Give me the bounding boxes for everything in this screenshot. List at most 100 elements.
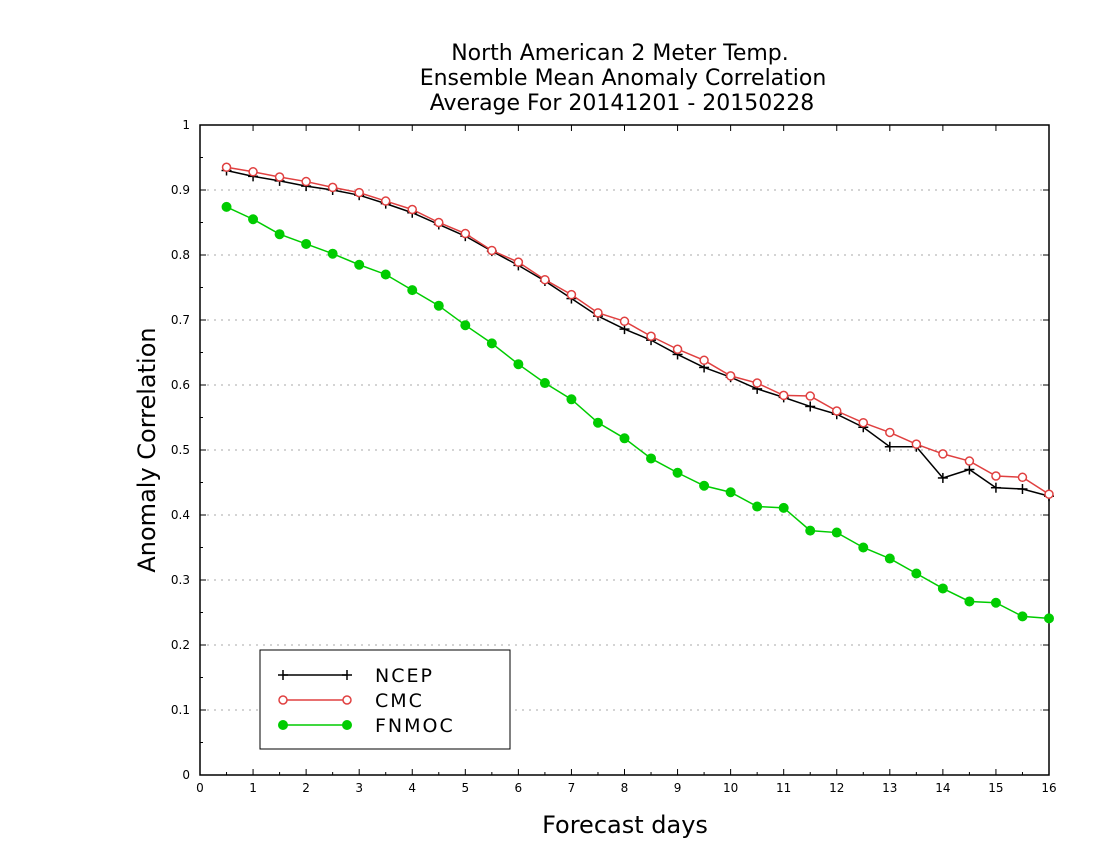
data-point-cmc	[1044, 489, 1054, 499]
series-layer	[221, 162, 1054, 624]
data-point-fnmoc	[327, 248, 338, 259]
data-point-cmc	[327, 182, 338, 193]
data-point-fnmoc	[831, 527, 842, 538]
y-tick-label: 0.8	[171, 248, 190, 262]
data-point-fnmoc	[1017, 611, 1028, 622]
data-point-cmc	[301, 176, 311, 187]
data-point-ncep	[884, 441, 895, 452]
data-point-cmc	[646, 331, 656, 341]
data-point-cmc	[566, 289, 577, 300]
data-point-cmc	[938, 449, 948, 459]
data-point-cmc	[593, 308, 603, 318]
x-tick-label: 8	[621, 781, 629, 795]
data-point-cmc	[991, 471, 1001, 481]
data-point-cmc	[725, 371, 736, 381]
data-point-cmc	[248, 167, 258, 177]
y-tick-label: 0.3	[171, 573, 190, 587]
data-point-fnmoc	[964, 596, 975, 607]
legend: NCEP CMC FNMOC	[259, 649, 511, 750]
data-point-fnmoc	[672, 467, 683, 478]
data-point-cmc	[540, 274, 550, 285]
data-point-fnmoc	[460, 320, 471, 331]
legend-label-ncep: NCEP	[375, 665, 434, 687]
data-point-cmc	[752, 378, 762, 388]
legend-item-fnmoc: FNMOC	[278, 715, 455, 737]
y-tick-label: 0	[182, 768, 190, 782]
data-point-ncep	[805, 401, 816, 412]
data-point-fnmoc	[646, 453, 657, 464]
y-tick-label: 0.9	[171, 183, 190, 197]
gridlines	[200, 189, 1049, 711]
x-tick-label: 6	[515, 781, 523, 795]
x-axis-title: Forecast days	[542, 811, 708, 839]
data-point-cmc	[460, 228, 471, 239]
data-point-cmc	[380, 196, 391, 206]
y-tick-label: 0.2	[171, 638, 190, 652]
data-point-fnmoc	[221, 201, 232, 212]
data-point-cmc	[805, 391, 815, 401]
data-point-fnmoc	[407, 285, 418, 296]
data-point-fnmoc	[566, 394, 577, 405]
x-tick-label: 14	[935, 781, 950, 795]
data-point-ncep	[990, 482, 1001, 493]
series-cmc	[221, 162, 1054, 499]
x-axis-ticks: 0 1 2 3 4 5 6 7 8 9 10 11 12 13 14 15 16	[196, 125, 1057, 795]
y-tick-label: 0.7	[171, 313, 190, 327]
chart-title-line-1: North American 2 Meter Temp.	[451, 41, 789, 66]
legend-label-fnmoc: FNMOC	[375, 715, 455, 737]
data-point-cmc	[858, 417, 869, 428]
x-tick-label: 15	[988, 781, 1003, 795]
data-point-fnmoc	[911, 568, 922, 579]
data-point-ncep	[964, 464, 975, 475]
data-point-cmc	[407, 204, 417, 215]
data-point-fnmoc	[433, 300, 444, 311]
chart-title-line-2: Ensemble Mean Anomaly Correlation	[420, 66, 827, 91]
y-axis-ticks: 0 0.1 0.2 0.3 0.4 0.5 0.6 0.7 0.8 0.9 1	[171, 118, 1049, 782]
data-point-fnmoc	[725, 487, 736, 498]
data-point-cmc	[672, 344, 683, 354]
data-point-fnmoc	[1044, 613, 1054, 624]
x-tick-label: 9	[674, 781, 682, 795]
data-point-cmc	[487, 245, 497, 256]
data-point-fnmoc	[778, 502, 789, 513]
data-point-cmc	[885, 427, 895, 438]
data-point-cmc	[911, 439, 922, 449]
data-point-cmc	[964, 456, 975, 466]
data-point-cmc	[832, 406, 842, 416]
data-point-fnmoc	[301, 238, 312, 249]
data-point-fnmoc	[699, 480, 710, 491]
data-point-fnmoc	[539, 378, 550, 389]
x-tick-label: 12	[829, 781, 844, 795]
legend-item-cmc: CMC	[278, 690, 424, 712]
series-line-cmc	[226, 166, 1050, 495]
x-tick-label: 0	[196, 781, 204, 795]
y-tick-label: 0.1	[171, 703, 190, 717]
data-point-cmc	[699, 355, 709, 366]
y-tick-label: 0.5	[171, 443, 190, 457]
y-tick-label: 1	[182, 118, 190, 132]
data-point-fnmoc	[248, 214, 259, 225]
data-point-fnmoc	[274, 229, 285, 240]
data-point-fnmoc	[354, 259, 365, 270]
x-tick-label: 1	[249, 781, 257, 795]
data-point-fnmoc	[619, 433, 630, 444]
x-tick-label: 16	[1041, 781, 1056, 795]
data-point-ncep	[1017, 484, 1028, 494]
legend-label-cmc: CMC	[375, 690, 424, 712]
data-point-cmc	[1017, 472, 1028, 483]
chart-title-line-3: Average For 20141201 - 20150228	[430, 91, 815, 116]
legend-marker-cmc	[278, 695, 288, 705]
data-point-cmc	[354, 187, 364, 198]
data-point-cmc	[434, 217, 444, 228]
legend-marker-cmc	[342, 695, 352, 705]
x-tick-label: 4	[408, 781, 416, 795]
x-tick-label: 11	[776, 781, 791, 795]
x-tick-label: 10	[723, 781, 738, 795]
series-ncep	[221, 165, 1054, 502]
legend-marker-ncep	[342, 670, 352, 680]
x-tick-label: 5	[461, 781, 469, 795]
legend-marker-fnmoc	[342, 720, 352, 730]
legend-marker-fnmoc	[278, 720, 288, 730]
x-tick-label: 13	[882, 781, 897, 795]
